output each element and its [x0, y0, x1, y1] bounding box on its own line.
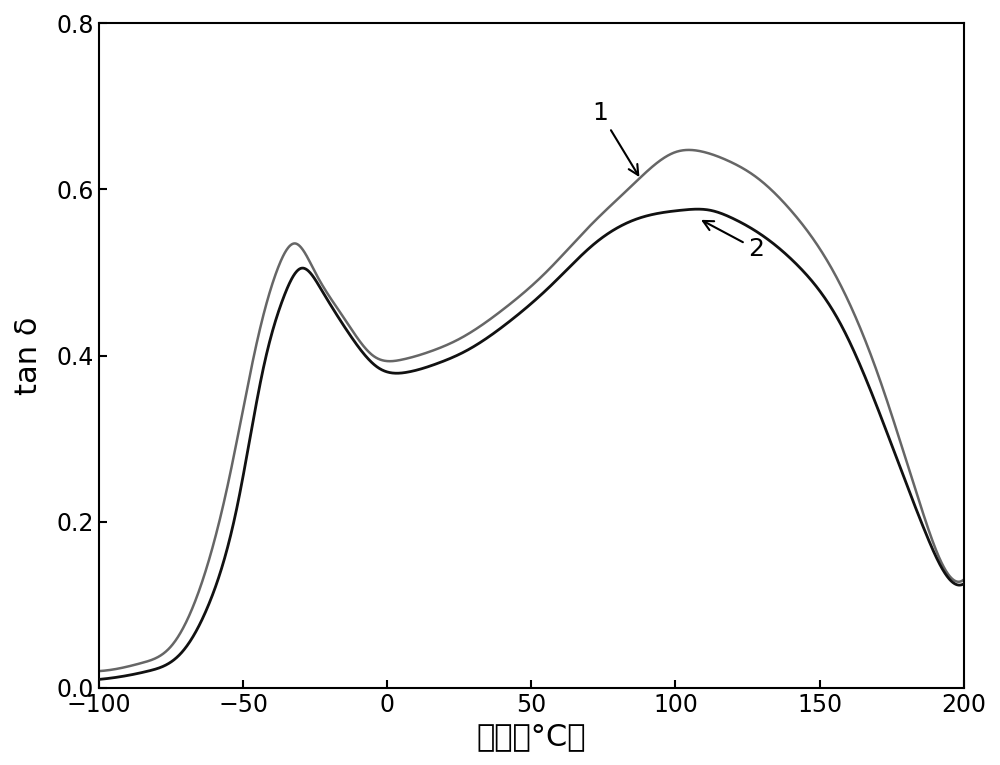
X-axis label: 温度（°C）: 温度（°C） — [477, 722, 586, 751]
Text: 2: 2 — [703, 221, 764, 262]
Text: 1: 1 — [593, 101, 638, 175]
Y-axis label: tan δ: tan δ — [14, 317, 43, 395]
